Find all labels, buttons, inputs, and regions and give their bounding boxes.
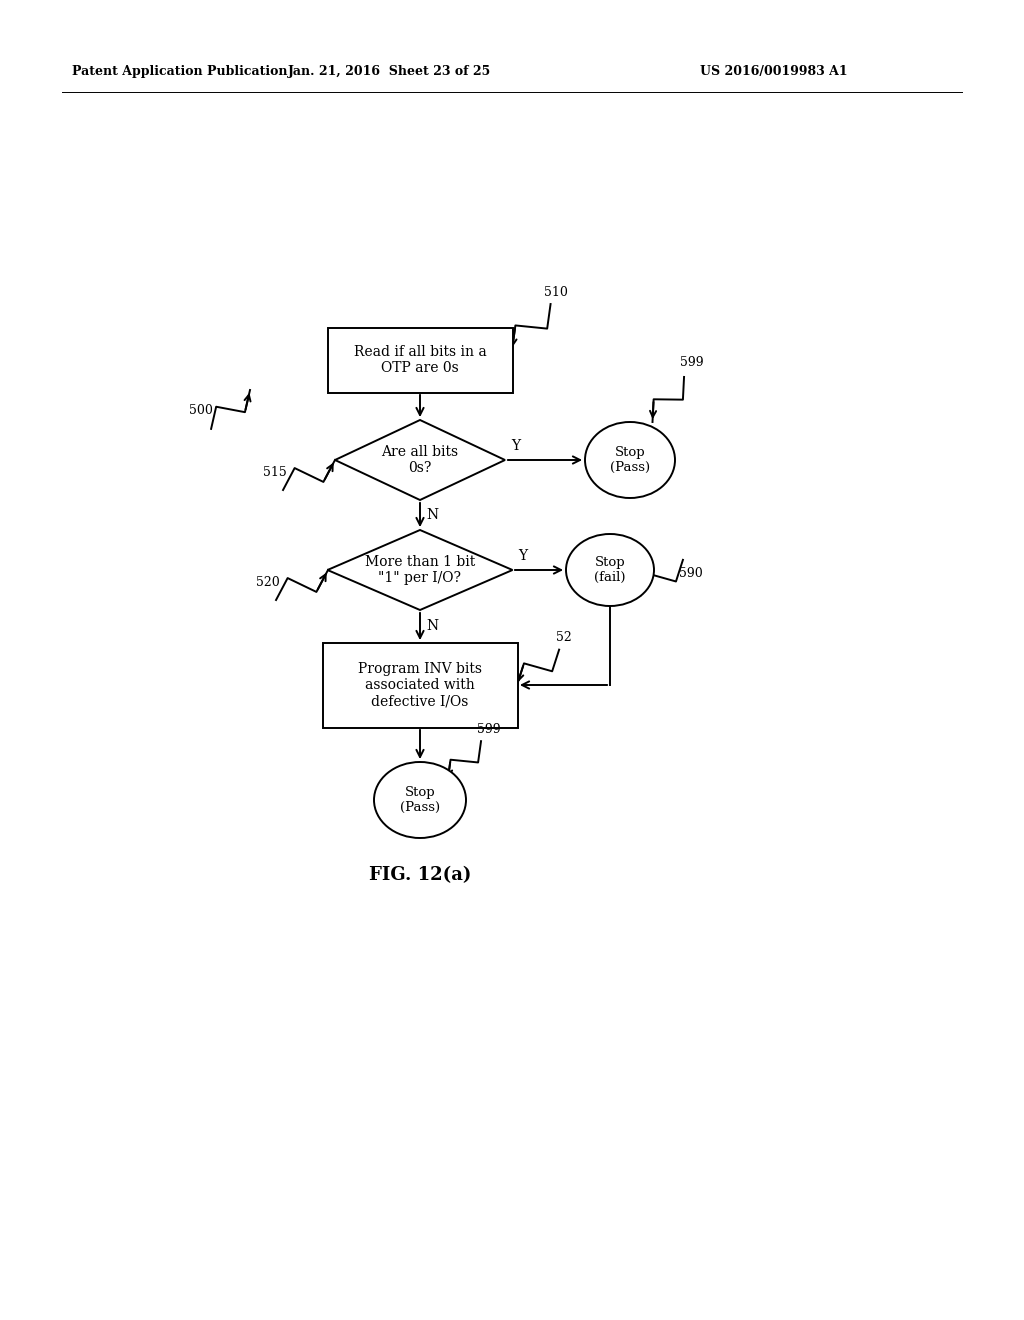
Text: 500: 500 bbox=[189, 404, 213, 417]
Text: US 2016/0019983 A1: US 2016/0019983 A1 bbox=[700, 65, 848, 78]
Text: Jan. 21, 2016  Sheet 23 of 25: Jan. 21, 2016 Sheet 23 of 25 bbox=[289, 65, 492, 78]
Text: 599: 599 bbox=[477, 722, 501, 735]
Text: Patent Application Publication: Patent Application Publication bbox=[72, 65, 288, 78]
Text: N: N bbox=[426, 619, 438, 634]
Text: 599: 599 bbox=[680, 356, 703, 370]
Polygon shape bbox=[335, 420, 505, 500]
Text: Y: Y bbox=[511, 440, 520, 453]
Polygon shape bbox=[328, 531, 512, 610]
Text: 520: 520 bbox=[256, 576, 280, 589]
Text: Program INV bits
associated with
defective I/Os: Program INV bits associated with defecti… bbox=[358, 661, 482, 709]
Text: More than 1 bit
"1" per I/O?: More than 1 bit "1" per I/O? bbox=[365, 554, 475, 585]
Ellipse shape bbox=[585, 422, 675, 498]
Text: 590: 590 bbox=[679, 568, 702, 581]
Text: N: N bbox=[426, 508, 438, 521]
Text: Stop
(Pass): Stop (Pass) bbox=[400, 785, 440, 814]
FancyBboxPatch shape bbox=[323, 643, 517, 727]
Ellipse shape bbox=[374, 762, 466, 838]
Text: 515: 515 bbox=[263, 466, 287, 479]
Text: Y: Y bbox=[518, 549, 527, 564]
Ellipse shape bbox=[566, 535, 654, 606]
Text: Stop
(fail): Stop (fail) bbox=[594, 556, 626, 583]
Text: 510: 510 bbox=[544, 285, 567, 298]
Text: FIG. 12(a): FIG. 12(a) bbox=[369, 866, 471, 884]
FancyBboxPatch shape bbox=[328, 327, 512, 392]
Text: Are all bits
0s?: Are all bits 0s? bbox=[381, 445, 459, 475]
Text: Stop
(Pass): Stop (Pass) bbox=[610, 446, 650, 474]
Text: Read if all bits in a
OTP are 0s: Read if all bits in a OTP are 0s bbox=[353, 345, 486, 375]
Text: 52: 52 bbox=[556, 631, 572, 644]
